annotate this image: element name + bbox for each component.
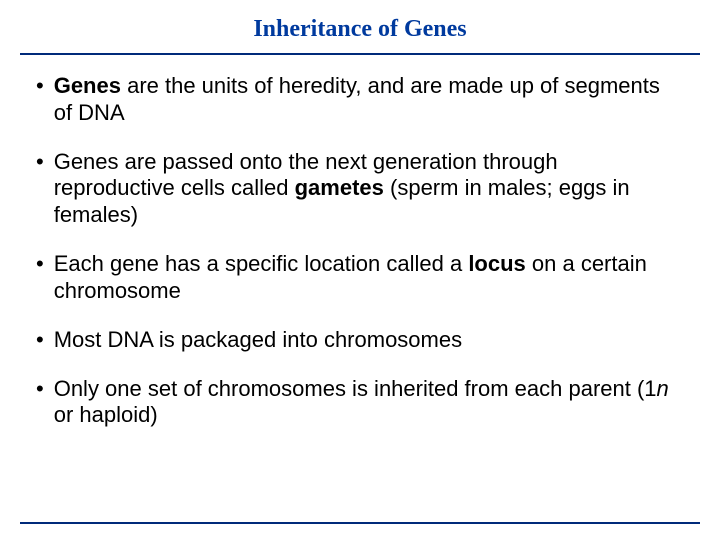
bullet-text: Most DNA is packaged into chromosomes (54, 327, 684, 354)
content-region: •Genes are the units of heredity, and ar… (0, 55, 720, 461)
text-segment: locus (468, 251, 525, 276)
bullet-item: •Each gene has a specific location calle… (36, 251, 684, 305)
bullet-marker: • (36, 327, 54, 354)
bullet-marker: • (36, 251, 54, 278)
slide-title: Inheritance of Genes (0, 16, 720, 43)
title-region: Inheritance of Genes (0, 0, 720, 53)
text-segment: gametes (295, 175, 384, 200)
footer-line (20, 522, 700, 524)
bullet-item: •Genes are passed onto the next generati… (36, 149, 684, 229)
bullet-text: Each gene has a specific location called… (54, 251, 684, 305)
text-segment: n (657, 376, 669, 401)
bullet-item: •Only one set of chromosomes is inherite… (36, 376, 684, 430)
text-segment: are the units of heredity, and are made … (54, 73, 660, 125)
bullet-marker: • (36, 376, 54, 403)
bullet-text: Genes are passed onto the next generatio… (54, 149, 684, 229)
text-segment: or haploid) (54, 402, 158, 427)
text-segment: Each gene has a specific location called… (54, 251, 469, 276)
bullet-marker: • (36, 73, 54, 100)
bullet-item: •Genes are the units of heredity, and ar… (36, 73, 684, 127)
text-segment: Only one set of chromosomes is inherited… (54, 376, 657, 401)
bullet-text: Only one set of chromosomes is inherited… (54, 376, 684, 430)
slide: Inheritance of Genes •Genes are the unit… (0, 0, 720, 540)
text-segment: Most DNA is packaged into chromosomes (54, 327, 462, 352)
bullet-item: •Most DNA is packaged into chromosomes (36, 327, 684, 354)
bullet-marker: • (36, 149, 54, 176)
text-segment: Genes (54, 73, 121, 98)
bullet-text: Genes are the units of heredity, and are… (54, 73, 684, 127)
